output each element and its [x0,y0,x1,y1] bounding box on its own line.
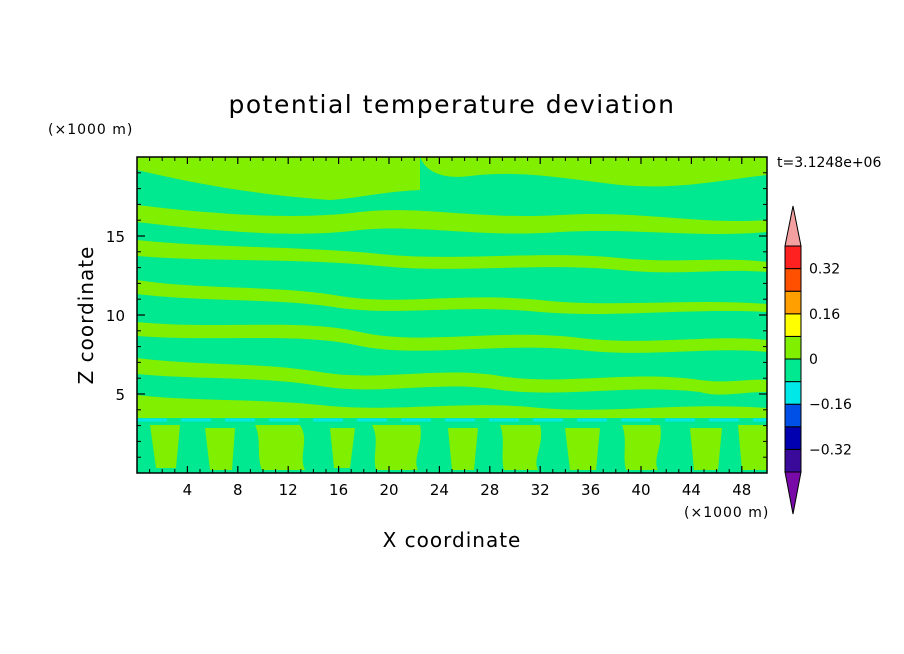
colorbar-level [784,245,802,270]
x-axis-ticks: 4 8 12 16 20 24 28 32 36 40 44 48 [149,157,755,499]
x-axis-unit: (×1000 m) [684,505,769,521]
anomaly-band [690,428,722,470]
anomaly-band [420,157,767,187]
x-tick-label: 8 [233,481,243,499]
heatmap-field [137,157,767,473]
x-tick-label: 40 [631,481,650,499]
colorbar-level [784,358,802,383]
anomaly-band [500,425,542,470]
x-tick-label: 16 [329,481,348,499]
anomaly-band [330,428,355,468]
colorbar-tick-label: −0.16 [809,397,852,413]
x-tick-label: 12 [279,481,298,499]
colorbar-level [784,313,802,337]
colorbar-level [784,268,802,292]
colorbar-tick-label: 0.32 [809,262,840,278]
anomaly-band [738,425,767,470]
anomaly-band [137,205,767,234]
colorbar: 0.32 0.16 0 −0.16 −0.32 [784,205,852,515]
y-axis-ticks: 5 10 15 [106,172,767,458]
colorbar-level [784,290,802,315]
anomaly-band [448,428,478,470]
anomaly-band [565,428,600,470]
colorbar-level [784,448,802,473]
colorbar-level [784,335,802,360]
x-tick-label: 44 [682,481,701,499]
anomaly-band [622,425,661,470]
anomaly-band [150,425,180,468]
time-label: t=3.1248e+06 [777,155,881,171]
colorbar-level [784,403,802,428]
y-axis-unit: (×1000 m) [48,122,133,138]
anomaly-band [255,425,305,470]
anomaly-band [137,280,767,314]
colorbar-lower-triangle [784,471,802,515]
colorbar-level [784,381,802,405]
anomaly-band [205,428,235,470]
colorbar-tick-label: −0.32 [809,442,852,458]
anomaly-band [137,157,420,200]
colorbar-level [784,426,802,450]
x-tick-label: 24 [430,481,449,499]
x-tick-label: 4 [183,481,193,499]
colorbar-tick-label: 0.16 [809,307,840,323]
y-axis-label: Z coordinate [74,246,98,385]
colorbar-tick-label: 0 [809,352,818,368]
x-axis-label: X coordinate [383,528,522,552]
x-tick-label: 32 [531,481,550,499]
x-tick-label: 48 [732,481,751,499]
x-tick-label: 36 [581,481,600,499]
x-tick-label: 28 [480,481,499,499]
y-tick-label: 15 [106,228,125,246]
x-tick-label: 20 [379,481,398,499]
anomaly-bands [137,157,767,470]
anomaly-band [137,358,767,395]
anomaly-band [137,322,767,353]
anomaly-band [137,240,767,273]
colorbar-upper-triangle [784,205,802,247]
anomaly-band [137,395,767,418]
y-tick-label: 10 [106,307,125,325]
chart-title: potential temperature deviation [229,90,676,119]
anomaly-band [372,425,421,470]
y-tick-label: 5 [115,386,125,404]
